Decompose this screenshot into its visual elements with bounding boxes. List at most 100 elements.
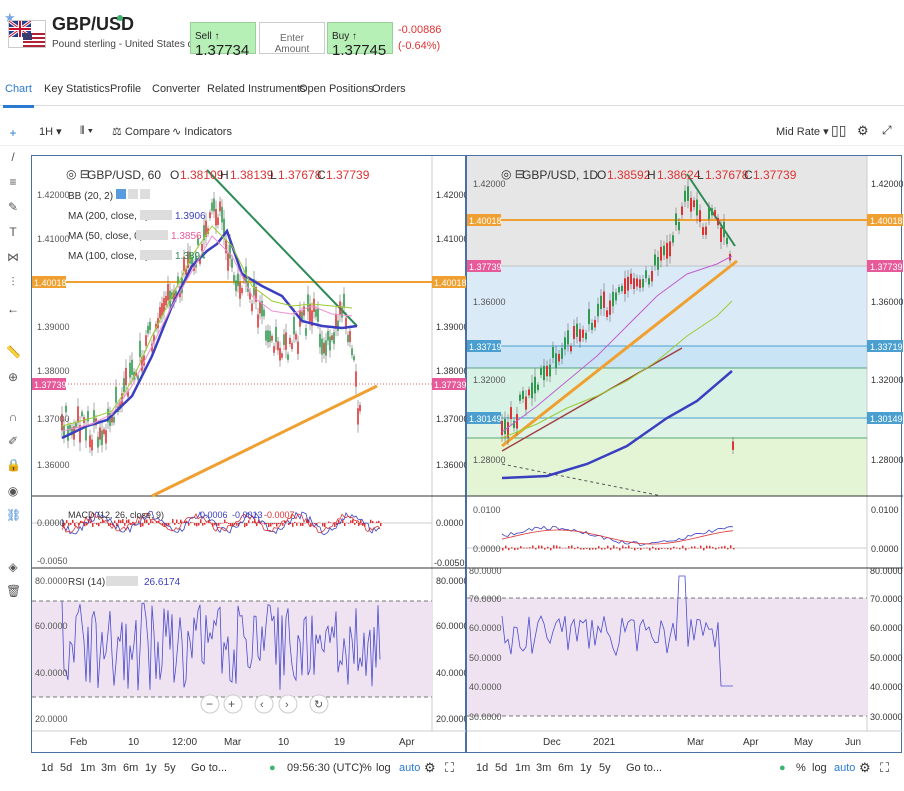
log-toggle[interactable]: log [376,762,391,774]
range-5d-right[interactable]: 5d [495,762,508,774]
instrument-description: Pound sterling - United States dollar [52,39,213,50]
svg-text:80.0000: 80.0000 [436,576,467,586]
chart-settings-icon[interactable]: ⚙ [424,760,436,775]
svg-text:40.0000: 40.0000 [436,668,467,678]
fullscreen-chart-icon-right[interactable]: ⛶ [880,760,890,775]
svg-text:Apr: Apr [743,737,759,748]
log-toggle-right[interactable]: log [812,762,827,774]
svg-text:1.38000: 1.38000 [436,366,467,376]
range-1y[interactable]: 1y [145,762,157,774]
link-icon[interactable]: ⛓ [6,508,22,522]
range-5d[interactable]: 5d [60,762,73,774]
range-3m-right[interactable]: 3m [536,762,552,774]
hourly-chart-panel[interactable]: ◎ ⊟ GBP/USD, 60 O 1.38109 H 1.38139 L 1.376… [31,155,469,754]
tab-chart[interactable]: Chart [3,83,34,108]
zoom-icon[interactable]: ⊕ [7,370,19,384]
fullscreen-chart-icon[interactable]: ⛶ [445,760,455,775]
fullscreen-icon[interactable]: ⤢ [882,123,892,137]
svg-text:0.0000: 0.0000 [37,518,65,528]
lock-icon[interactable]: 🔒 [6,458,21,472]
chart-settings-icon-right[interactable]: ⚙ [859,760,871,775]
hourly-chart[interactable]: ◎ ⊟ GBP/USD, 60 O 1.38109 H 1.38139 L 1.376… [32,156,469,754]
range-6m-right[interactable]: 6m [558,762,574,774]
daily-price-candles [501,179,734,455]
brush-icon[interactable]: ✎ [7,200,19,214]
svg-text:30.0000: 30.0000 [870,712,903,722]
compare-button[interactable]: ⚖ Compare [112,126,171,138]
price-type-select[interactable]: Mid Rate ▾ [776,126,829,138]
svg-text:1.42000: 1.42000 [37,190,70,200]
tab-open-positions[interactable]: Open Positions [299,83,374,95]
horizontal-lines-icon[interactable]: ≡ [9,175,17,189]
daily-chart-panel[interactable]: ◎ ⊟ GBP/USD, 1D O 1.38592 H 1.38624 L 1.376… [466,155,904,754]
indicators-button[interactable]: ∿ Indicators [172,126,232,138]
range-1d[interactable]: 1d [41,762,54,774]
pattern-icon[interactable]: ⋈ [7,250,19,264]
layers-icon[interactable]: ◈ [8,560,18,574]
trend-line-icon[interactable]: / [11,150,15,164]
left-legend-title: GBP/USD, 60 [87,168,161,182]
svg-text:1.37739: 1.37739 [870,262,903,272]
back-arrow-icon[interactable]: ← [7,302,19,316]
svg-text:1.30149: 1.30149 [469,414,502,424]
percent-toggle-right[interactable]: % [796,762,806,774]
daily-chart[interactable]: ◎ ⊟ GBP/USD, 1D O 1.38592 H 1.38624 L 1.376… [467,156,904,754]
ruler-icon[interactable]: 📏 [6,345,21,359]
crosshair-icon[interactable]: + [9,126,17,140]
svg-text:80.0000: 80.0000 [469,566,502,576]
svg-text:80.0000: 80.0000 [870,566,903,576]
text-icon[interactable]: T [9,225,17,239]
fib-icon[interactable]: ⫶ [11,275,15,289]
auto-toggle[interactable]: auto [399,762,421,774]
tab-orders[interactable]: Orders [372,83,406,95]
magnet-icon[interactable]: ∩ [8,410,18,424]
percent-toggle[interactable]: % [362,762,372,774]
svg-text:30.0000: 30.0000 [469,712,502,722]
trash-icon[interactable]: 🗑 [6,584,22,598]
tab-key-statistics[interactable]: Key Statistics [44,83,111,95]
tab-profile[interactable]: Profile [110,83,142,95]
zoom-controls[interactable]: − + ‹ › ↻ [200,694,329,714]
svg-text:Feb: Feb [70,737,88,748]
pencil-lock-icon[interactable]: ✐ [7,434,19,448]
range-1y-right[interactable]: 1y [580,762,592,774]
goto-date-right[interactable]: Go to... [626,762,663,774]
svg-text:60.0000: 60.0000 [436,621,467,631]
range-5y[interactable]: 5y [164,762,176,774]
layout-icon[interactable]: ▯▯ [831,122,847,138]
favorite-star-icon[interactable]: ★ [4,10,16,25]
sell-button[interactable]: Sell ↑ 1.37734 [190,22,256,59]
buy-button[interactable]: Buy ↑ 1.37745 [327,22,393,59]
svg-text:◎ ⊟: ◎ ⊟ [501,167,525,181]
range-1m[interactable]: 1m [80,762,96,774]
svg-text:Jun: Jun [845,737,861,748]
svg-text:1.38000: 1.38000 [37,366,70,376]
range-1m-right[interactable]: 1m [515,762,531,774]
instrument-symbol: GBP/USD [52,14,135,34]
range-6m[interactable]: 6m [123,762,139,774]
amount-input[interactable]: Enter Amount [259,22,325,55]
svg-text:60.0000: 60.0000 [870,623,903,633]
left-range-bar: 1d 5d 1m 3m 6m 1y 5y Go to... ● 09:56:30… [31,758,466,780]
auto-toggle-right[interactable]: auto [834,762,856,774]
price-change: -0.00886 (-0.64%) [398,24,442,52]
visibility-icon[interactable]: ◉ [7,484,19,498]
chart-type-icon[interactable]: ⫴ ▾ [80,125,94,137]
tab-related-instruments[interactable]: Related Instruments [207,83,306,95]
range-5y-right[interactable]: 5y [599,762,611,774]
right-range-bar: 1d 5d 1m 3m 6m 1y 5y Go to... ● % log au… [466,758,902,780]
tab-converter[interactable]: Converter [152,83,201,95]
goto-date[interactable]: Go to... [191,762,228,774]
interval-select[interactable]: 1H ▾ [39,126,62,138]
svg-text:+: + [228,697,235,711]
svg-text:50.0000: 50.0000 [870,653,903,663]
clock: 09:56:30 (UTC) [287,762,363,774]
svg-text:1.32000: 1.32000 [473,375,506,385]
svg-text:−: − [206,697,213,711]
svg-text:1.39000: 1.39000 [37,322,70,332]
range-3m[interactable]: 3m [101,762,117,774]
range-1d-right[interactable]: 1d [476,762,489,774]
svg-text:70.0000: 70.0000 [870,594,903,604]
svg-text:May: May [794,737,813,748]
settings-gear-icon[interactable]: ⚙ [857,123,869,138]
